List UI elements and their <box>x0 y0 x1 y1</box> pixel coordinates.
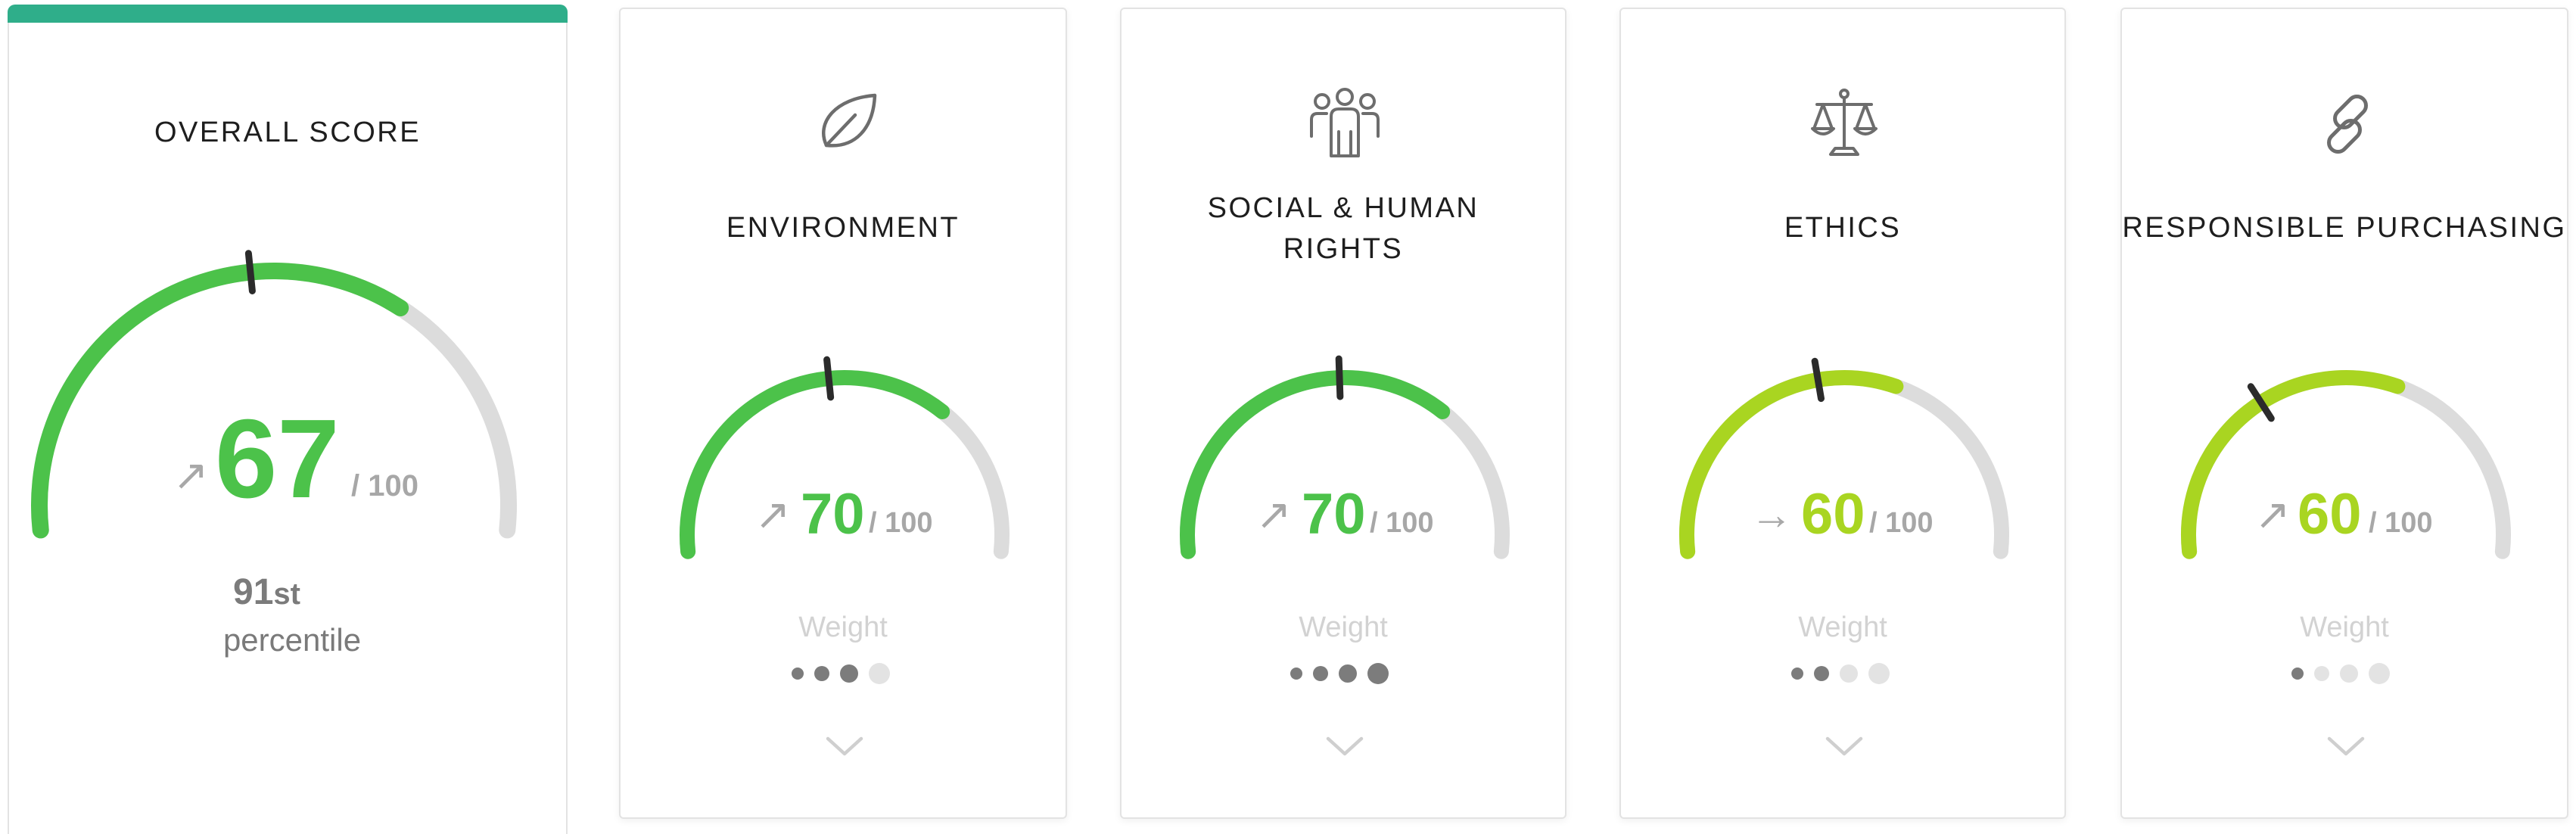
trend-arrow-up-right-icon: ↗ <box>2254 490 2291 538</box>
weight-dots <box>2291 663 2390 684</box>
weight-dot-filled <box>2291 668 2304 680</box>
people-group-icon <box>1310 88 1380 157</box>
category-score-out-of: / 100 <box>869 507 933 539</box>
gauge-score-arc <box>680 370 950 559</box>
overall-score-title: OVERALL SCORE <box>154 117 422 148</box>
category-score-out-of: / 100 <box>1869 507 1934 539</box>
gauge-score-arc <box>1679 370 1904 559</box>
weight-dot-empty <box>1840 664 1858 683</box>
gauge-previous-marker <box>244 250 256 294</box>
overall-accent-bar <box>8 5 568 23</box>
leaf-icon <box>822 93 877 148</box>
category-score-value: 60 <box>1801 482 1865 546</box>
weight-dot-filled <box>792 668 804 680</box>
category-title: ETHICS <box>1784 212 1902 244</box>
weight-label: Weight <box>1299 611 1388 643</box>
category-score-out-of: / 100 <box>1370 507 1434 539</box>
category-title: ENVIRONMENT <box>726 212 960 244</box>
weight-dot-empty <box>1868 663 1890 684</box>
weight-dot-filled <box>1290 668 1302 680</box>
gauge-score-arc <box>1180 370 1451 559</box>
weight-dots <box>1791 663 1890 684</box>
weight-dot-empty <box>2369 663 2390 684</box>
weight-dot-filled <box>1814 666 1829 681</box>
category-card-social-human-rights[interactable]: SOCIAL & HUMAN RIGHTS ↗ 70 / 100 Weight <box>1120 8 1566 819</box>
category-card-ethics[interactable]: ETHICS → 60 / 100 Weight <box>1619 8 2066 819</box>
weight-dot-empty <box>869 663 890 684</box>
chevron-down-icon[interactable] <box>2326 734 2366 758</box>
category-gauge <box>1180 355 1510 559</box>
chain-link-icon <box>2327 95 2368 154</box>
weight-dot-filled <box>1791 668 1803 680</box>
weight-label: Weight <box>798 611 888 643</box>
chevron-down-icon[interactable] <box>825 734 864 758</box>
category-card-responsible-purchasing[interactable]: RESPONSIBLE PURCHASING ↗ 60 / 100 Weight <box>2120 8 2568 819</box>
weight-dot-filled <box>840 664 858 683</box>
chevron-down-icon[interactable] <box>1325 734 1364 758</box>
trend-arrow-up-right-icon: ↗ <box>1255 490 1292 538</box>
weight-dots <box>792 663 890 684</box>
percentile-label: percentile <box>222 622 362 658</box>
scales-icon <box>1811 89 1878 156</box>
gauge-previous-marker <box>1335 355 1344 400</box>
category-score-value: 70 <box>801 482 865 546</box>
trend-arrow-up-right-icon: ↗ <box>754 490 791 538</box>
gauge-score-arc <box>31 263 409 539</box>
category-score-value: 70 <box>1302 482 1366 546</box>
category-gauge <box>680 356 1010 559</box>
category-score-value: 60 <box>2298 482 2362 546</box>
category-title: RESPONSIBLE PURCHASING <box>2122 212 2567 244</box>
category-title: SOCIAL & HUMAN RIGHTS <box>1207 192 1479 265</box>
gauge-previous-marker <box>823 356 835 401</box>
gauge-score-arc <box>2181 370 2406 559</box>
weight-dot-filled <box>814 666 829 681</box>
overall-score-card: OVERALL SCORE ↗ 67 / 100 91st percentile <box>8 5 568 834</box>
category-card-environment[interactable]: ENVIRONMENT ↗ 70 / 100 Weight <box>619 8 1067 819</box>
weight-dots <box>1290 663 1389 684</box>
category-score-out-of: / 100 <box>2369 507 2433 539</box>
gauge-previous-marker <box>1811 357 1825 403</box>
weight-dot-filled <box>1367 663 1389 684</box>
chevron-down-icon[interactable] <box>1825 734 1864 758</box>
trend-arrow-up-right-icon: ↗ <box>173 451 209 499</box>
weight-dot-filled <box>1339 664 1357 683</box>
weight-dot-empty <box>2314 666 2329 681</box>
overall-score-value: 67 <box>215 397 340 521</box>
overall-gauge <box>31 250 517 539</box>
gauge-previous-marker <box>2247 383 2275 422</box>
weight-label: Weight <box>1798 611 1887 643</box>
trend-arrow-right-icon: → <box>1750 490 1793 538</box>
weight-dot-empty <box>2340 664 2358 683</box>
weight-label: Weight <box>2300 611 2389 643</box>
percentile-rank: 91st <box>233 572 300 612</box>
category-gauge <box>1679 357 2009 559</box>
category-gauge <box>2181 369 2511 559</box>
overall-score-out-of: / 100 <box>351 469 418 503</box>
weight-dot-filled <box>1313 666 1328 681</box>
